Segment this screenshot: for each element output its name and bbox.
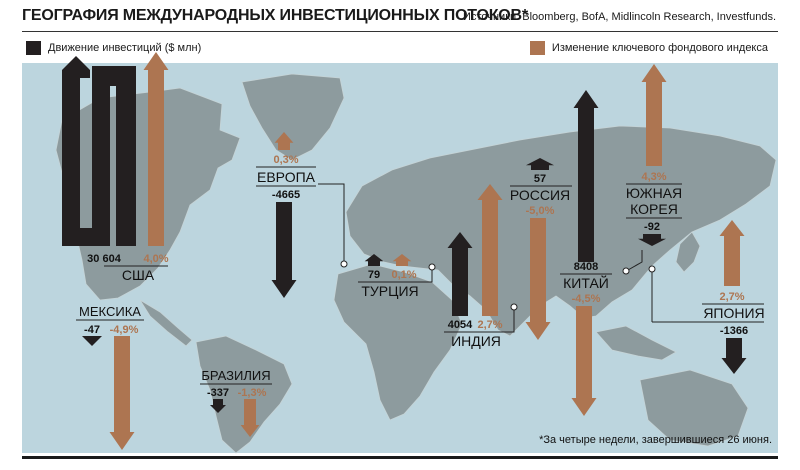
australia-landmass [639,369,749,447]
index-value-russia: -5,0% [526,205,555,217]
index-value-usa: 4,0% [143,253,168,265]
leader-india [510,310,515,333]
index-value-brazil: -1,3% [238,387,267,399]
leader-dot-india [510,303,518,311]
investment-arrow-turkey [364,254,384,266]
investment-arrow-india [447,232,473,316]
investment-value-mexico: -47 [84,324,100,336]
leader-dot-europe [340,260,348,268]
legend-item-index: Изменение ключевого фондового индекса [529,41,768,55]
region-label-russia: РОССИЯ [510,187,570,203]
leader-turkey [424,270,433,283]
investment-arrow-japan [721,338,747,374]
leader-lines [76,166,764,385]
leader-dot-japan [648,265,656,273]
index-arrow-japan [719,220,745,286]
investment-value-brazil: -337 [207,387,229,399]
index-arrow-mexico [109,336,135,450]
investment-value-south-korea: -92 [644,221,660,233]
index-arrow-india [477,184,503,316]
region-label-brazil: БРАЗИЛИЯ [201,368,270,383]
index-arrow-south-korea [641,64,667,166]
legend-label-investment: Движение инвестиций ($ млн) [48,42,202,54]
footnote: *За четыре недели, завершившиеся 26 июня… [539,434,772,446]
region-label-usa: США [122,267,155,283]
investment-arrow-south-korea [637,234,667,246]
legend-swatch-index [529,41,545,55]
leader-south-korea [627,250,643,271]
investment-value-turkey: 79 [368,269,380,281]
investment-value-usa: 30 604 [87,253,122,265]
investment-value-russia: 57 [534,173,546,185]
region-label-japan: ЯПОНИЯ [703,305,764,321]
investment-arrow-brazil [210,399,226,413]
investment-value-india: 4054 [448,319,473,331]
region-label-india: ИНДИЯ [451,333,501,349]
region-label-south-korea-line1: ЮЖНАЯ [626,185,682,201]
central-america-landmass [139,299,193,347]
south-america-landmass [195,335,293,454]
leader-europe [318,183,345,262]
index-value-turkey: 0,1% [391,269,416,281]
index-arrow-russia [525,218,551,340]
region-label-turkey: ТУРЦИЯ [361,283,418,299]
index-arrow-china [571,306,597,416]
leader-dot-south-korea [622,267,630,275]
index-value-mexico: -4,9% [110,324,139,336]
index-value-japan: 2,7% [719,291,744,303]
index-arrow-turkey [392,254,412,266]
index-value-india: 2,7% [477,319,502,331]
greenland-landmass [241,73,345,161]
africa-landmass [333,263,463,421]
investment-arrow-russia [525,158,555,170]
chart-title: ГЕОГРАФИЯ МЕЖДУНАРОДНЫХ ИНВЕСТИЦИОННЫХ П… [22,7,528,24]
bottom-rule [22,456,778,459]
japan-landmass [675,231,701,273]
investment-arrow-china [573,90,599,262]
index-value-china: -4,5% [572,293,601,305]
index-arrow-brazil [240,399,260,437]
investment-arrow-mexico [82,336,102,346]
header-divider [22,31,778,32]
investment-value-europe: -4665 [272,189,300,201]
investment-arrow-usa [62,56,136,246]
index-arrow-europe [274,132,294,150]
index-arrow-usa [143,52,169,246]
chart-marks: 30 604 4,0% США МЕКСИКА -47 -4,9% БРАЗИЛИЯ -337… [62,52,765,450]
region-label-europe: ЕВРОПА [257,169,316,185]
index-value-europe: 0,3% [273,154,298,166]
legend-item-investment: Движение инвестиций ($ млн) [26,41,201,55]
region-label-south-korea-line2: КОРЕЯ [630,201,678,217]
southeast-asia-islands [595,325,677,361]
legend-label-index: Изменение ключевого фондового индекса [551,42,768,54]
region-label-mexico: МЕКСИКА [79,304,141,319]
legend-swatch-investment [26,41,41,55]
investment-arrow-europe [271,202,297,298]
region-label-china: КИТАЙ [563,274,609,291]
sources-note: Источники: Bloomberg, BofA, Midlincoln R… [463,11,776,23]
index-value-south-korea: 4,3% [641,171,666,183]
investment-value-japan: -1366 [720,325,748,337]
investment-value-china: 8408 [574,261,598,273]
leader-dot-turkey [428,263,436,271]
